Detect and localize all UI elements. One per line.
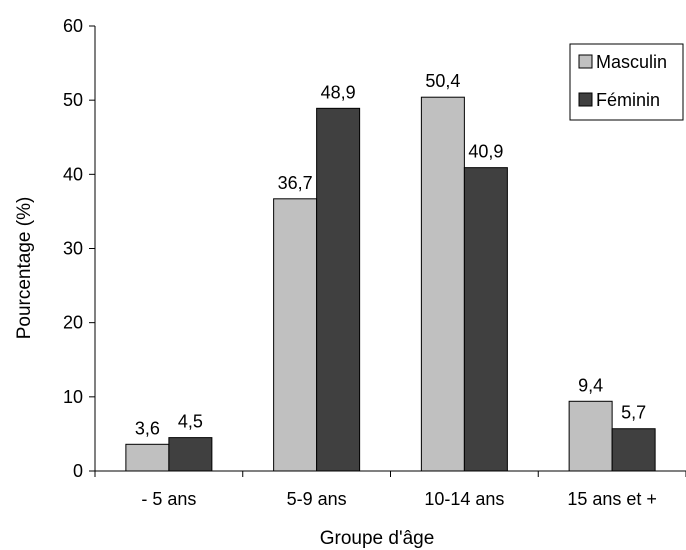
y-axis: 0 10 20 30 40 50 60 [63,16,96,481]
x-category-label: 5-9 ans [287,489,347,509]
y-tick-label: 50 [63,90,83,110]
data-label-feminin: 5,7 [621,403,646,423]
y-tick-label: 40 [63,164,83,184]
y-tick-label: 0 [73,461,83,481]
bars [125,96,656,472]
data-label-feminin: 40,9 [468,142,503,162]
bar-masculin [568,400,613,472]
y-tick-label: 60 [63,16,83,36]
x-axis-title: Groupe d'âge [320,528,435,549]
x-category-label: - 5 ans [141,489,196,509]
data-label-masculin: 3,6 [135,418,160,438]
y-tick-label: 30 [63,239,83,259]
legend-swatch-feminin [578,92,593,107]
data-labels: 3,6 4,5 36,7 48,9 50,4 40,9 9,4 5,7 [135,71,646,438]
x-category-label: 15 ans et + [567,489,657,509]
bar-feminin [168,437,213,472]
bar-feminin [316,107,361,472]
x-axis: - 5 ans 5-9 ans 10-14 ans 15 ans et + [94,470,686,509]
bar-feminin [611,428,656,472]
legend-swatch-masculin [578,54,593,69]
bar-masculin [125,443,170,472]
data-label-feminin: 4,5 [178,412,203,432]
bar-masculin [273,198,318,472]
y-axis-title: Pourcentage (%) [14,197,35,340]
y-tick-label: 10 [63,387,83,407]
bar-feminin [463,167,508,472]
legend: Masculin Féminin [569,43,684,121]
legend-label-feminin: Féminin [596,90,660,110]
legend-label-masculin: Masculin [596,52,667,72]
bar-masculin [420,96,465,472]
x-category-label: 10-14 ans [424,489,504,509]
y-tick-label: 20 [63,313,83,333]
data-label-masculin: 36,7 [278,173,313,193]
data-label-masculin: 9,4 [578,375,603,395]
data-label-masculin: 50,4 [425,71,460,91]
data-label-feminin: 48,9 [321,82,356,102]
